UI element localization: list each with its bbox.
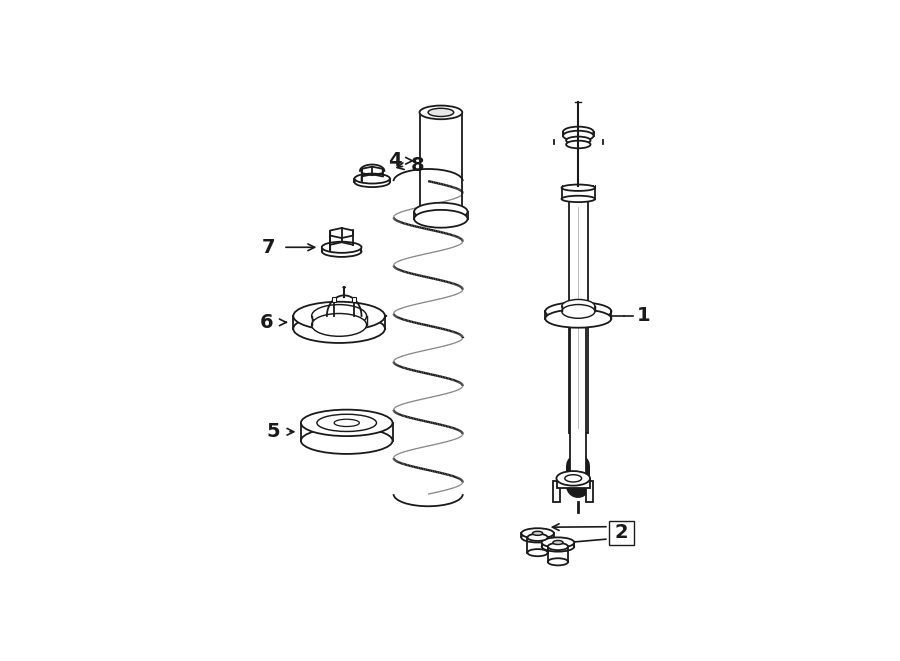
Ellipse shape: [334, 419, 359, 426]
Ellipse shape: [553, 541, 563, 545]
Ellipse shape: [548, 543, 568, 550]
Ellipse shape: [533, 531, 543, 535]
Ellipse shape: [563, 127, 594, 137]
Ellipse shape: [301, 428, 392, 454]
Ellipse shape: [565, 475, 581, 482]
Ellipse shape: [293, 315, 385, 343]
Ellipse shape: [545, 309, 611, 328]
Text: 4: 4: [388, 151, 402, 171]
Bar: [569, 202, 588, 433]
Bar: [557, 479, 590, 488]
Bar: [609, 521, 634, 545]
Ellipse shape: [301, 410, 392, 436]
Ellipse shape: [419, 106, 463, 119]
Text: 8: 8: [411, 157, 425, 175]
Ellipse shape: [317, 414, 376, 432]
Ellipse shape: [355, 174, 390, 184]
Bar: [332, 297, 336, 301]
Bar: [571, 319, 587, 486]
Ellipse shape: [562, 184, 595, 191]
Ellipse shape: [545, 302, 611, 321]
Ellipse shape: [566, 137, 590, 144]
Text: 2: 2: [615, 524, 628, 542]
Ellipse shape: [311, 305, 366, 327]
Text: 1: 1: [637, 307, 651, 325]
Ellipse shape: [322, 242, 362, 253]
Ellipse shape: [566, 141, 590, 148]
Ellipse shape: [527, 549, 548, 556]
Text: 5: 5: [266, 422, 280, 442]
Ellipse shape: [293, 301, 385, 330]
Ellipse shape: [414, 210, 468, 227]
Text: 3: 3: [356, 307, 369, 325]
Ellipse shape: [527, 534, 548, 541]
Ellipse shape: [327, 310, 362, 322]
Ellipse shape: [322, 246, 362, 257]
Ellipse shape: [521, 532, 553, 543]
Ellipse shape: [563, 131, 594, 141]
Ellipse shape: [562, 305, 595, 319]
Ellipse shape: [562, 196, 595, 202]
Ellipse shape: [542, 541, 574, 552]
Ellipse shape: [548, 559, 568, 565]
Ellipse shape: [414, 203, 468, 221]
Bar: [586, 481, 593, 502]
Text: 6: 6: [260, 313, 274, 332]
Text: 7: 7: [262, 238, 275, 256]
Ellipse shape: [355, 177, 390, 187]
Ellipse shape: [343, 287, 346, 288]
Ellipse shape: [562, 299, 595, 313]
Ellipse shape: [556, 471, 590, 486]
Bar: [554, 481, 561, 502]
Ellipse shape: [311, 313, 366, 336]
Ellipse shape: [542, 537, 574, 547]
Ellipse shape: [428, 108, 454, 116]
Ellipse shape: [521, 528, 553, 539]
Bar: [352, 297, 356, 301]
